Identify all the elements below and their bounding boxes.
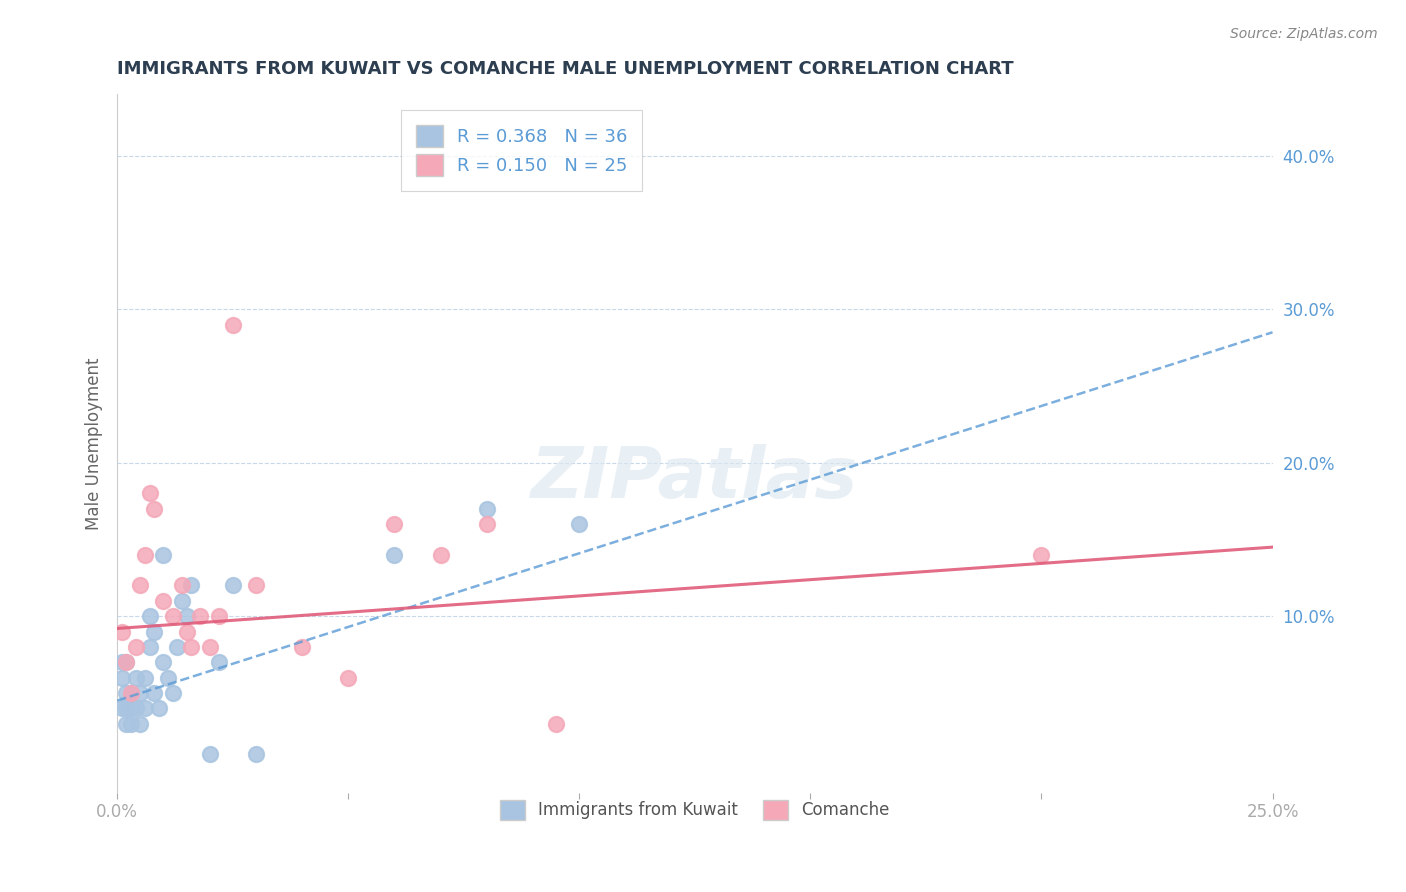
Point (180, 640, 202, 654)
Point (138, 609, 160, 624)
Point (124, 671, 146, 685)
Point (124, 640, 146, 654)
Point (208, 609, 231, 624)
Point (115, 686, 138, 700)
Point (129, 716, 152, 731)
Point (152, 655, 174, 669)
Text: IMMIGRANTS FROM KUWAIT VS COMANCHE MALE UNEMPLOYMENT CORRELATION CHART: IMMIGRANTS FROM KUWAIT VS COMANCHE MALE … (117, 60, 1014, 78)
Point (384, 517, 406, 532)
Text: Source: ZipAtlas.com: Source: ZipAtlas.com (1230, 27, 1378, 41)
Point (208, 655, 231, 669)
Point (120, 686, 142, 700)
Point (115, 655, 138, 669)
Point (162, 609, 184, 624)
Point (111, 671, 134, 685)
Point (111, 655, 134, 669)
Point (143, 501, 166, 516)
Point (157, 671, 180, 685)
Point (170, 594, 193, 608)
Point (170, 578, 193, 592)
Y-axis label: Male Unemployment: Male Unemployment (86, 358, 103, 530)
Point (176, 624, 198, 639)
Point (129, 578, 152, 592)
Point (143, 624, 166, 639)
Point (138, 486, 160, 500)
Point (337, 671, 360, 685)
Point (176, 609, 198, 624)
Point (190, 609, 212, 624)
Point (222, 318, 245, 332)
Point (222, 578, 245, 592)
Point (291, 640, 314, 654)
Point (134, 701, 156, 715)
Point (245, 578, 267, 592)
Point (546, 716, 568, 731)
Point (115, 655, 138, 669)
Point (198, 747, 221, 762)
Point (568, 517, 591, 532)
Point (1031, 548, 1053, 562)
Point (198, 640, 221, 654)
Legend: Immigrants from Kuwait, Comanche: Immigrants from Kuwait, Comanche (486, 786, 903, 833)
Point (152, 548, 174, 562)
Point (124, 701, 146, 715)
Point (138, 640, 160, 654)
Point (129, 686, 152, 700)
Point (111, 624, 134, 639)
Point (162, 686, 184, 700)
Point (111, 701, 134, 715)
Point (115, 716, 138, 731)
Point (166, 640, 188, 654)
Point (384, 548, 406, 562)
Text: ZIPatlas: ZIPatlas (531, 444, 859, 513)
Point (475, 501, 498, 516)
Point (245, 747, 267, 762)
Point (429, 548, 451, 562)
Point (115, 701, 138, 715)
Point (148, 701, 170, 715)
Point (120, 686, 142, 700)
Point (143, 686, 166, 700)
Point (475, 517, 498, 532)
Point (120, 716, 142, 731)
Point (134, 671, 156, 685)
Point (152, 594, 174, 608)
Point (180, 578, 202, 592)
Point (134, 548, 156, 562)
Point (120, 701, 142, 715)
